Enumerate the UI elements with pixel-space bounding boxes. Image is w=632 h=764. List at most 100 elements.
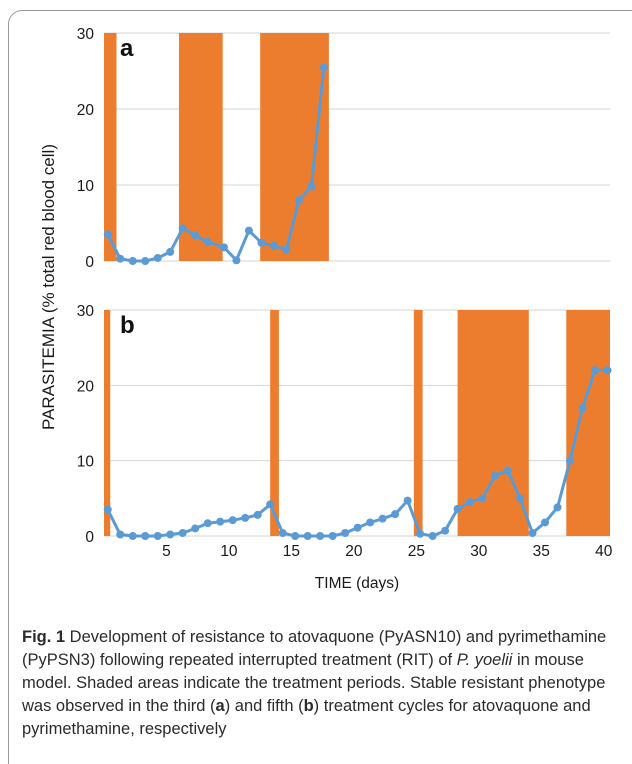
data-point — [178, 224, 187, 233]
data-point — [516, 494, 525, 503]
figure-caption: Fig. 1 Development of resistance to atov… — [22, 626, 622, 741]
treatment-period — [260, 33, 329, 261]
data-point — [428, 532, 437, 540]
data-point — [166, 247, 175, 256]
figure-label: Fig. 1 — [22, 628, 66, 646]
data-point — [441, 526, 450, 535]
caption-text-3: ) and fifth ( — [224, 697, 304, 715]
y-axis-label: PARASITEMIA (% total red blood cell) — [39, 144, 58, 430]
treatment-period — [104, 33, 117, 261]
data-point — [378, 514, 387, 523]
data-point — [603, 366, 612, 375]
data-point — [366, 518, 375, 527]
data-point — [341, 528, 350, 537]
panel-label: a — [120, 35, 134, 62]
caption-ref-a: a — [215, 697, 225, 715]
treatment-period — [413, 310, 423, 536]
data-point — [253, 510, 262, 519]
data-point — [216, 517, 225, 526]
data-point — [203, 238, 212, 246]
data-point — [116, 530, 125, 539]
panel-label: b — [120, 312, 135, 339]
x-tick-label: 15 — [283, 543, 300, 560]
caption-text-1: Development of resistance to atovaquone … — [22, 628, 607, 669]
data-point — [103, 230, 112, 239]
y-tick-label: 30 — [77, 303, 95, 320]
data-point — [307, 182, 316, 191]
data-point — [591, 366, 600, 375]
data-point — [541, 518, 550, 527]
series-line — [106, 368, 608, 538]
data-point — [503, 466, 512, 475]
data-point — [266, 500, 275, 509]
data-point — [257, 238, 266, 247]
x-tick-label: 25 — [408, 543, 425, 560]
x-tick-label: 40 — [595, 543, 613, 560]
data-point — [316, 532, 325, 540]
data-point — [466, 498, 475, 507]
data-point — [282, 245, 291, 254]
y-tick-label: 10 — [77, 178, 95, 195]
panel-a: 0 10 20 30 a — [77, 26, 610, 271]
treatment-period — [178, 33, 223, 261]
data-point — [116, 254, 125, 263]
data-point — [241, 513, 250, 522]
data-point — [153, 253, 162, 262]
y-tick-label: 20 — [77, 102, 95, 119]
data-point — [219, 243, 228, 252]
data-point — [128, 257, 137, 265]
treatment-period — [270, 310, 279, 536]
data-point — [141, 257, 150, 265]
y-tick-label: 0 — [85, 529, 94, 546]
data-point — [303, 532, 312, 540]
data-point — [103, 505, 112, 514]
data-point — [232, 256, 241, 265]
figure-frame — [8, 10, 632, 764]
data-point — [553, 503, 562, 512]
data-point — [353, 523, 362, 532]
data-point — [203, 519, 212, 528]
caption-text-4: ) treatment cycles for atovaquone and py… — [22, 697, 591, 738]
data-point — [191, 524, 200, 533]
x-tick-label: 20 — [345, 543, 363, 560]
caption-text-2: in mouse model. Shaded areas indicate th… — [22, 651, 606, 715]
data-point — [141, 532, 150, 540]
panel-b: 0 10 20 30 5 10 15 20 25 30 35 40 b TIME (days) — [77, 303, 613, 592]
data-point — [391, 510, 400, 519]
data-point — [178, 528, 187, 537]
data-point — [153, 532, 162, 540]
y-tick-label: 10 — [77, 454, 95, 471]
data-point — [416, 529, 425, 538]
data-point — [228, 516, 237, 525]
caption-ref-b: b — [303, 697, 314, 715]
data-point — [328, 532, 337, 540]
data-point — [453, 504, 462, 513]
data-point — [278, 528, 287, 537]
data-point — [128, 532, 137, 540]
parasitemia-chart: 0 10 20 30 a 0 10 20 30 5 10 15 20 25 30 35 40 b TIME (day… — [39, 26, 613, 592]
x-tick-label: 5 — [162, 543, 171, 560]
x-tick-label: 35 — [533, 543, 550, 560]
data-point — [491, 471, 500, 480]
y-tick-label: 30 — [77, 26, 95, 43]
treatment-period — [104, 310, 111, 536]
x-tick-label: 10 — [220, 543, 238, 560]
x-axis-label: TIME (days) — [315, 575, 399, 592]
data-point — [244, 226, 253, 235]
x-tick-label: 30 — [470, 543, 488, 560]
y-tick-label: 0 — [85, 254, 94, 271]
data-point — [291, 532, 300, 540]
treatment-period — [566, 310, 610, 536]
data-point — [578, 403, 587, 412]
y-tick-label: 20 — [77, 378, 95, 395]
data-point — [566, 456, 575, 465]
data-point — [294, 196, 303, 205]
data-point — [191, 231, 200, 240]
data-point — [269, 241, 278, 250]
data-point — [478, 494, 487, 503]
data-point — [528, 528, 537, 537]
caption-species: P. yoelii — [456, 651, 513, 669]
data-point — [166, 530, 175, 539]
data-point — [319, 63, 328, 72]
data-point — [403, 496, 412, 505]
